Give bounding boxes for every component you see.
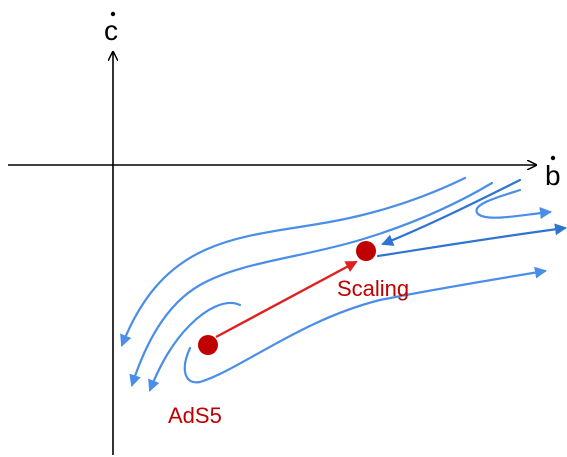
- x-axis-label-group: b: [545, 156, 561, 191]
- flow-line-loop-right: [476, 190, 550, 218]
- ads5-to-scaling-arrow: [216, 262, 356, 337]
- scaling-point: [356, 241, 376, 261]
- x-axis-dot: [551, 156, 555, 160]
- y-axis-label-group: c: [104, 12, 118, 46]
- flow-line-upper-inner: [132, 183, 492, 385]
- ads5-label: AdS5: [168, 403, 222, 428]
- scaling-label: Scaling: [337, 276, 409, 301]
- axes: [8, 52, 536, 455]
- y-axis-label: c: [104, 15, 118, 46]
- x-axis-label: b: [545, 160, 561, 191]
- flow-line-ads5-inner: [150, 303, 240, 390]
- flow-line-upper-outer: [122, 178, 465, 345]
- flow-line-out-scaling-right: [378, 228, 565, 256]
- y-axis-dot: [111, 12, 115, 16]
- ads5-point: [198, 335, 218, 355]
- flow-line-into-scaling-top: [383, 180, 520, 244]
